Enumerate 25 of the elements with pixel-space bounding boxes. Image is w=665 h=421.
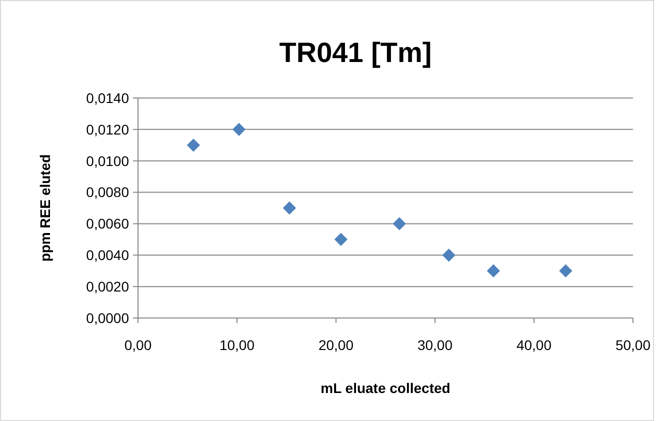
- y-tick-label: 0,0020: [86, 278, 130, 294]
- chart-title: TR041 [Tm]: [279, 37, 432, 68]
- y-tick-label: 0,0100: [86, 152, 130, 169]
- y-tick-label: 0,0040: [86, 247, 130, 264]
- y-tick-label: 0,0000: [86, 310, 130, 326]
- x-tick-label: 20,00: [318, 337, 354, 353]
- y-tick-label: 0,0120: [86, 121, 130, 138]
- point: [232, 122, 246, 136]
- y-tick-label: 0,0060: [86, 216, 130, 232]
- point: [559, 264, 572, 278]
- x-axis-title: mL eluate collected: [320, 380, 450, 396]
- point: [442, 248, 456, 262]
- x-tick-label: 0,00: [124, 337, 152, 353]
- point: [392, 217, 406, 230]
- y-axis-title: ppm REE eluted: [37, 154, 53, 262]
- point: [186, 138, 200, 152]
- x-tick-label: 10,00: [219, 337, 255, 353]
- point: [486, 264, 500, 278]
- x-tick-label: 40,00: [516, 337, 552, 353]
- point: [334, 232, 348, 246]
- y-tick-label: 0,0140: [86, 90, 130, 106]
- x-tick-label: 30,00: [417, 337, 453, 353]
- x-tick-label: 50,00: [615, 337, 651, 353]
- point: [282, 201, 296, 215]
- y-tick-label: 0,0080: [86, 184, 130, 200]
